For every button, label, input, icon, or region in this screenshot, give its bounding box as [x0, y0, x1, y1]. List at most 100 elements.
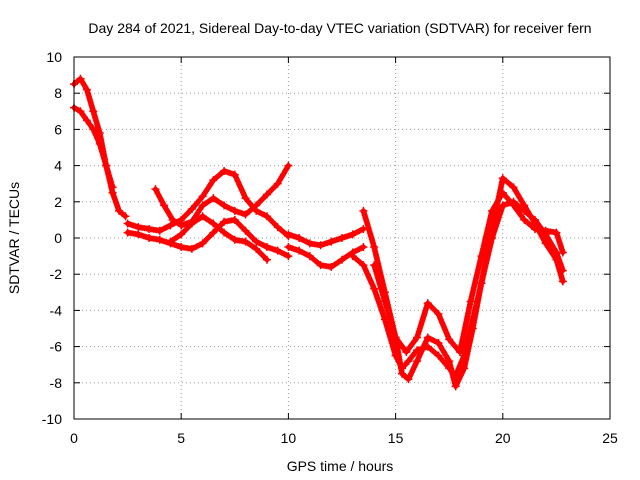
series-track-3: [123, 167, 293, 241]
series-markers: [285, 225, 367, 249]
data-point: [477, 279, 486, 288]
data-point: [305, 252, 314, 261]
y-tick-label: 6: [54, 121, 62, 137]
data-point: [509, 201, 518, 210]
data-point: [295, 234, 304, 242]
data-point: [187, 205, 196, 214]
data-point: [166, 237, 175, 246]
data-point: [160, 201, 169, 210]
data-point: [509, 183, 518, 192]
series-track-5: [151, 161, 293, 230]
data-point: [445, 357, 454, 366]
data-point: [404, 357, 413, 366]
data-point: [348, 252, 357, 261]
y-tick-label: -10: [42, 411, 62, 427]
data-point: [209, 219, 218, 228]
y-tick-label: 4: [54, 158, 62, 174]
data-point: [177, 243, 186, 252]
data-point: [295, 246, 304, 255]
data-point: [166, 221, 175, 230]
data-point: [262, 212, 271, 221]
data-point: [209, 228, 218, 237]
data-point: [477, 252, 486, 261]
data-point: [316, 261, 325, 270]
data-point: [552, 228, 561, 237]
data-point: [273, 179, 282, 188]
data-point: [252, 201, 261, 210]
data-point: [305, 239, 314, 248]
series-track-10: [359, 174, 567, 391]
data-point: [284, 230, 293, 239]
axis-ticks: 0 5 10 15 20 25 -10 -8 -6 -4 -2 0 2 4 6 8 10: [42, 49, 618, 446]
data-point: [115, 206, 124, 215]
x-tick-label: 5: [177, 430, 185, 446]
data-point: [177, 221, 186, 230]
data-point: [327, 262, 336, 271]
data-point: [520, 201, 529, 210]
y-tick-label: 10: [46, 49, 62, 65]
data-point: [198, 239, 207, 248]
data-point: [284, 161, 293, 170]
data-point: [391, 333, 400, 342]
x-tick-label: 0: [70, 430, 78, 446]
data-point: [370, 243, 379, 252]
data-point: [198, 201, 207, 210]
data-point: [155, 235, 164, 244]
data-point: [89, 125, 98, 134]
y-tick-label: -4: [50, 302, 63, 318]
data-point: [541, 239, 550, 248]
data-point: [220, 201, 229, 210]
x-tick-label: 15: [388, 430, 404, 446]
data-point: [327, 237, 336, 246]
data-point: [284, 252, 293, 261]
data-point: [209, 176, 218, 185]
data-point: [89, 107, 98, 116]
data-point: [209, 194, 218, 203]
data-point: [338, 234, 346, 242]
data-point: [123, 219, 132, 228]
y-tick-label: 2: [54, 194, 62, 210]
y-tick-label: 0: [54, 230, 62, 246]
data-point: [220, 167, 229, 176]
series-track-11: [370, 188, 567, 357]
data-point: [198, 212, 207, 221]
data-point: [145, 224, 154, 233]
data-point: [241, 210, 250, 219]
data-point: [230, 170, 239, 179]
data-point: [121, 212, 130, 221]
data-point: [262, 243, 271, 252]
data-point: [134, 223, 143, 232]
data-point: [262, 190, 271, 199]
data-point: [252, 244, 261, 253]
data-point: [187, 219, 196, 228]
data-point: [530, 224, 539, 233]
data-point: [82, 116, 91, 125]
data-point: [187, 244, 196, 253]
data-point: [241, 237, 250, 246]
data-point: [76, 74, 85, 83]
data-point: [108, 183, 117, 192]
data-point: [434, 338, 443, 347]
series-track-8: [284, 243, 368, 271]
data-point: [220, 217, 229, 226]
data-point: [198, 192, 207, 201]
y-tick-label: -2: [50, 266, 63, 282]
chart-title: Day 284 of 2021, Sidereal Day-to-day VTE…: [88, 20, 591, 36]
data-point: [151, 185, 160, 194]
data-point: [241, 226, 250, 235]
data-point: [455, 348, 464, 357]
data-point: [404, 375, 413, 384]
data-point: [423, 299, 432, 308]
data-point: [370, 284, 379, 293]
y-axis-label: SDTVAR / TECUs: [6, 182, 22, 294]
data-point: [95, 139, 104, 148]
data-point: [558, 248, 567, 257]
series-track-6: [166, 212, 271, 264]
data-point: [273, 223, 282, 232]
x-tick-label: 25: [602, 430, 618, 446]
data-point: [488, 206, 497, 215]
data-point: [76, 107, 85, 116]
data-point: [434, 310, 443, 319]
